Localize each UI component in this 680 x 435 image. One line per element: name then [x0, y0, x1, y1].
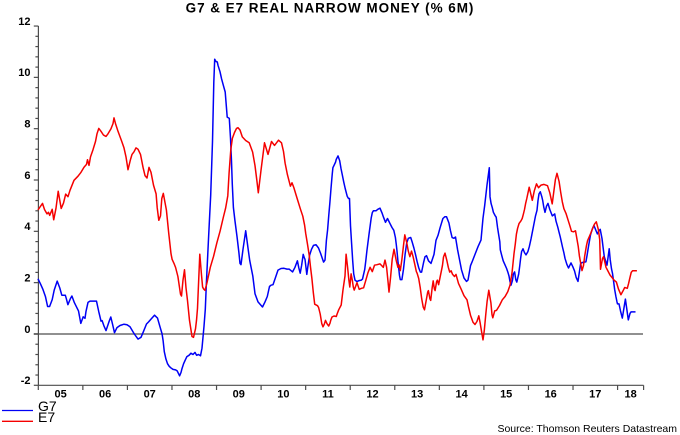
- svg-text:17: 17: [589, 389, 601, 401]
- svg-text:4: 4: [24, 221, 31, 233]
- svg-text:06: 06: [99, 389, 111, 401]
- svg-text:10: 10: [18, 67, 30, 79]
- svg-text:14: 14: [455, 389, 468, 401]
- svg-text:05: 05: [54, 389, 66, 401]
- svg-text:Source: Thomson Reuters Datast: Source: Thomson Reuters Datastream: [497, 423, 677, 435]
- svg-text:10: 10: [277, 389, 289, 401]
- svg-text:12: 12: [366, 389, 378, 401]
- svg-text:-2: -2: [21, 375, 31, 387]
- svg-text:07: 07: [144, 389, 156, 401]
- svg-text:E7: E7: [38, 409, 55, 425]
- svg-text:6: 6: [24, 170, 30, 182]
- svg-text:11: 11: [322, 389, 334, 401]
- svg-text:2: 2: [24, 273, 30, 285]
- svg-text:12: 12: [18, 16, 30, 28]
- svg-text:16: 16: [545, 389, 557, 401]
- svg-text:08: 08: [188, 389, 200, 401]
- svg-text:0: 0: [24, 324, 30, 336]
- svg-text:18: 18: [624, 389, 636, 401]
- svg-text:13: 13: [411, 389, 423, 401]
- svg-text:G7 & E7 REAL NARROW MONEY (% 6: G7 & E7 REAL NARROW MONEY (% 6M): [186, 1, 475, 16]
- svg-text:09: 09: [233, 389, 245, 401]
- svg-text:8: 8: [24, 119, 30, 131]
- svg-text:G7: G7: [38, 398, 57, 414]
- svg-text:15: 15: [500, 389, 512, 401]
